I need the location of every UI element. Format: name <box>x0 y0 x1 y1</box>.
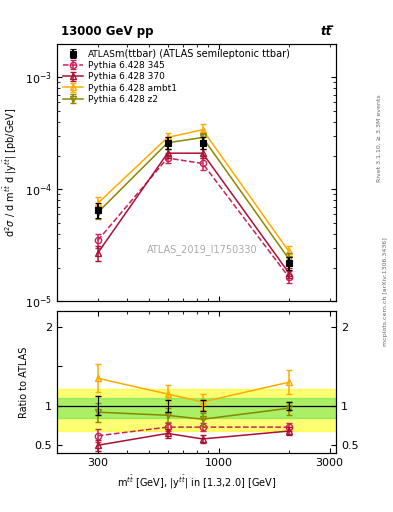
Y-axis label: Ratio to ATLAS: Ratio to ATLAS <box>19 347 29 418</box>
Bar <box>57 389 336 431</box>
Text: 13000 GeV pp: 13000 GeV pp <box>61 25 153 37</box>
Text: m(ttbar) (ATLAS semileptonic ttbar): m(ttbar) (ATLAS semileptonic ttbar) <box>115 49 290 59</box>
Text: ATLAS_2019_I1750330: ATLAS_2019_I1750330 <box>147 244 257 255</box>
Legend: ATLAS, Pythia 6.428 345, Pythia 6.428 370, Pythia 6.428 ambt1, Pythia 6.428 z2: ATLAS, Pythia 6.428 345, Pythia 6.428 37… <box>60 46 180 108</box>
X-axis label: m$^{t\bar{t}}$ [GeV], |y$^{t\bar{t}}$| in [1.3,2.0] [GeV]: m$^{t\bar{t}}$ [GeV], |y$^{t\bar{t}}$| i… <box>117 474 276 491</box>
Text: tt̅: tt̅ <box>321 25 332 37</box>
Bar <box>57 398 336 418</box>
Text: Rivet 3.1.10, ≥ 3.3M events: Rivet 3.1.10, ≥ 3.3M events <box>377 94 382 182</box>
Text: mcplots.cern.ch [arXiv:1306.3436]: mcplots.cern.ch [arXiv:1306.3436] <box>384 238 388 346</box>
Y-axis label: d$^2\sigma$ / d m$^{t\bar{t}}$ d |y$^{t\bar{t}}$| [pb/GeV]: d$^2\sigma$ / d m$^{t\bar{t}}$ d |y$^{t\… <box>2 108 19 237</box>
